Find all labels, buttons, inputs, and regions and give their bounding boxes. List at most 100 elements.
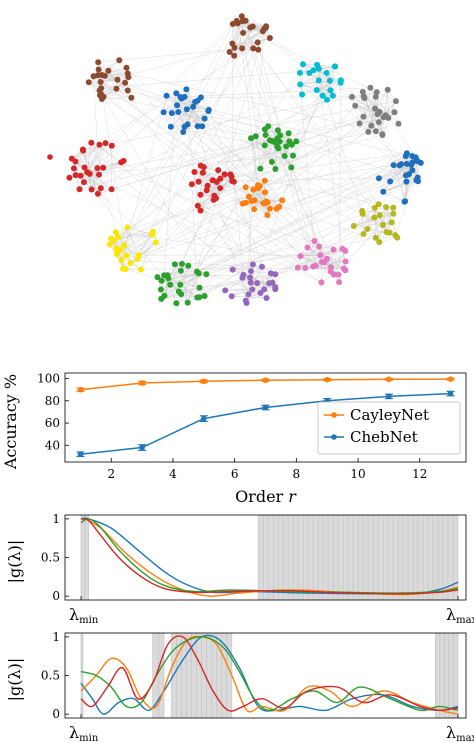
- network-edge: [379, 237, 398, 243]
- network-node: [409, 159, 416, 166]
- network-node: [367, 84, 374, 91]
- network-edge: [161, 270, 182, 281]
- network-node: [350, 223, 357, 229]
- network-edge: [363, 89, 388, 117]
- network-edge: [330, 248, 343, 268]
- network-edge: [79, 116, 364, 190]
- network-node: [81, 164, 88, 171]
- data-point: [77, 386, 84, 393]
- network-edge: [216, 181, 380, 243]
- network-node: [385, 114, 392, 121]
- network-edge: [330, 250, 346, 268]
- network-edge: [73, 144, 100, 169]
- network-edge: [368, 108, 376, 132]
- network-node: [94, 165, 101, 172]
- network-edge: [200, 181, 217, 211]
- network-node: [272, 139, 279, 146]
- network-edge: [374, 207, 387, 233]
- x-tick-label: 10: [350, 467, 365, 481]
- network-edge: [140, 26, 253, 270]
- network-edge: [248, 294, 267, 299]
- network-edge: [127, 227, 138, 260]
- network-edge: [100, 73, 128, 83]
- network-node: [261, 142, 268, 149]
- network-edge: [297, 246, 320, 268]
- network-node: [276, 138, 283, 145]
- network-node: [390, 210, 397, 217]
- network-edge: [101, 93, 132, 98]
- network-node: [100, 93, 107, 100]
- network-node: [266, 137, 273, 144]
- x-tick-label-subscript: min: [79, 615, 99, 626]
- network-node: [259, 263, 265, 270]
- network-node: [262, 200, 269, 207]
- network-node: [77, 172, 84, 179]
- network-edge: [215, 174, 231, 199]
- network-edge: [387, 89, 399, 124]
- network-edge: [375, 96, 399, 124]
- network-node: [86, 170, 93, 177]
- response-curve: [80, 635, 459, 712]
- network-node: [374, 111, 381, 118]
- network-node: [171, 261, 178, 268]
- x-tick-label: 8: [293, 467, 301, 481]
- network-node: [191, 169, 198, 175]
- accuracy-chart: 2 4 6 8 10 12 40 60 80 100 Order r Accuracy % Cayley…: [1, 372, 467, 506]
- network-node: [409, 153, 416, 159]
- network-node: [263, 23, 270, 30]
- network-edge: [345, 213, 394, 262]
- network-node: [330, 246, 337, 253]
- network-node: [254, 182, 261, 189]
- network-edge: [194, 172, 198, 206]
- data-point: [447, 390, 454, 397]
- network-node: [194, 123, 201, 130]
- network-edge: [170, 160, 418, 285]
- network-node: [249, 286, 256, 293]
- y-tick-label: 0.5: [41, 551, 60, 565]
- network-edge: [318, 80, 346, 271]
- x-axis-label-word: Order: [235, 487, 288, 506]
- network-edge: [118, 90, 331, 237]
- network-edge: [333, 250, 346, 275]
- network-node: [227, 171, 234, 178]
- network-edge: [234, 27, 251, 48]
- network-edge: [316, 66, 336, 91]
- network-node: [392, 98, 399, 105]
- network-node: [68, 155, 75, 162]
- network-edge: [122, 245, 125, 269]
- network-node: [95, 59, 102, 66]
- network-node: [80, 179, 87, 186]
- network-node: [248, 135, 254, 142]
- data-point: [201, 378, 207, 385]
- network-edge: [98, 162, 122, 175]
- network-edge: [252, 266, 263, 290]
- network-edge: [275, 225, 354, 275]
- network-edge: [254, 66, 336, 210]
- network-node: [201, 293, 208, 299]
- network-node: [415, 178, 421, 185]
- network-edge: [215, 198, 306, 269]
- network-node: [317, 252, 324, 259]
- network-edge: [203, 131, 376, 168]
- network-node: [249, 23, 256, 30]
- network-node: [167, 123, 174, 130]
- network-edge: [253, 189, 283, 201]
- network-node: [340, 265, 347, 272]
- network-node: [372, 128, 379, 135]
- network-edge: [200, 172, 203, 211]
- network-edge: [302, 64, 341, 83]
- network-edge: [374, 207, 380, 243]
- network-node: [250, 45, 257, 52]
- network-edge: [326, 258, 346, 262]
- network-edge: [183, 118, 205, 133]
- network-node: [262, 189, 268, 196]
- network-node: [245, 291, 252, 298]
- network-node: [94, 72, 101, 79]
- network-node: [272, 166, 279, 172]
- network-edge: [204, 153, 407, 297]
- network-node: [97, 185, 104, 192]
- network-node: [312, 262, 319, 269]
- network-node: [242, 297, 249, 304]
- y-tick-label: 40: [45, 438, 60, 452]
- network-node: [217, 185, 224, 192]
